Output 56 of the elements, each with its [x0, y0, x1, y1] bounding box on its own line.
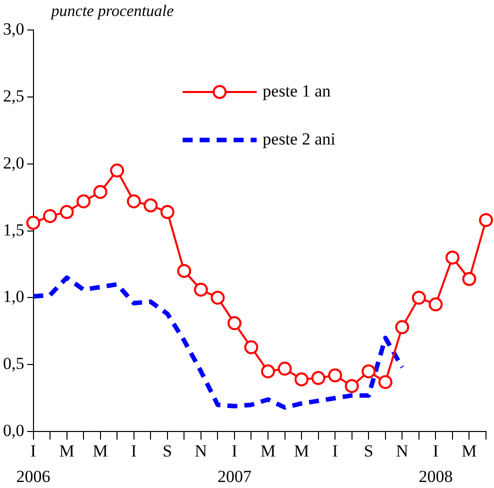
x-tick-label: S: [162, 441, 172, 460]
legend-label: peste 2 ani: [262, 129, 336, 148]
point: [126, 194, 141, 208]
point: [144, 198, 158, 212]
x-tick-label: I: [332, 441, 338, 460]
point: [278, 362, 292, 376]
x-tick-label: I: [432, 441, 439, 460]
x-tick-label: M: [260, 441, 276, 460]
y-tick-label: 1,5: [3, 220, 24, 240]
x-tick-label: I: [232, 441, 238, 460]
text: 2008: [418, 466, 453, 486]
x-tick-label: M: [462, 441, 477, 460]
point: [160, 205, 174, 220]
point: [328, 368, 342, 382]
point: [311, 371, 326, 386]
x-tick-label: N: [396, 441, 408, 460]
point: [261, 364, 276, 378]
point: [227, 316, 242, 330]
point: [344, 379, 359, 394]
point: [479, 213, 493, 228]
y-tick-label: 2,5: [3, 86, 24, 106]
y-tick-label: 2,0: [3, 153, 24, 172]
x-tick-label: M: [294, 441, 310, 460]
x-tick-label: S: [364, 441, 374, 460]
point: [110, 164, 124, 178]
legend-label: peste 1 an: [262, 81, 332, 100]
point: [294, 372, 309, 386]
text: 2007: [217, 466, 252, 486]
point: [60, 205, 74, 220]
x-tick-label: M: [59, 441, 74, 460]
point: [362, 364, 376, 378]
y-tick-label: 0,5: [3, 354, 24, 374]
point: [76, 194, 91, 208]
point: [93, 184, 108, 199]
point: [412, 290, 426, 305]
point: [244, 340, 258, 354]
point: [177, 264, 192, 278]
point: [428, 297, 443, 312]
y-axis-title: puncte procentuale: [50, 3, 174, 20]
point: [378, 375, 392, 390]
point: [395, 320, 410, 334]
x-tick-label: I: [131, 441, 138, 460]
point: [194, 282, 208, 297]
point: [462, 272, 476, 286]
point: [26, 216, 40, 230]
point: [210, 290, 225, 305]
x-tick-label: I: [30, 441, 36, 460]
text: 2006: [16, 466, 50, 486]
point: [43, 209, 58, 224]
x-tick-label: M: [92, 441, 108, 460]
y-tick-label: 3,0: [3, 19, 24, 38]
y-tick-label: 0,0: [3, 421, 24, 440]
line-series: [31, 275, 404, 410]
point: [445, 250, 460, 265]
x-tick-label: N: [194, 441, 208, 460]
y-tick-label: 1,0: [3, 287, 24, 306]
